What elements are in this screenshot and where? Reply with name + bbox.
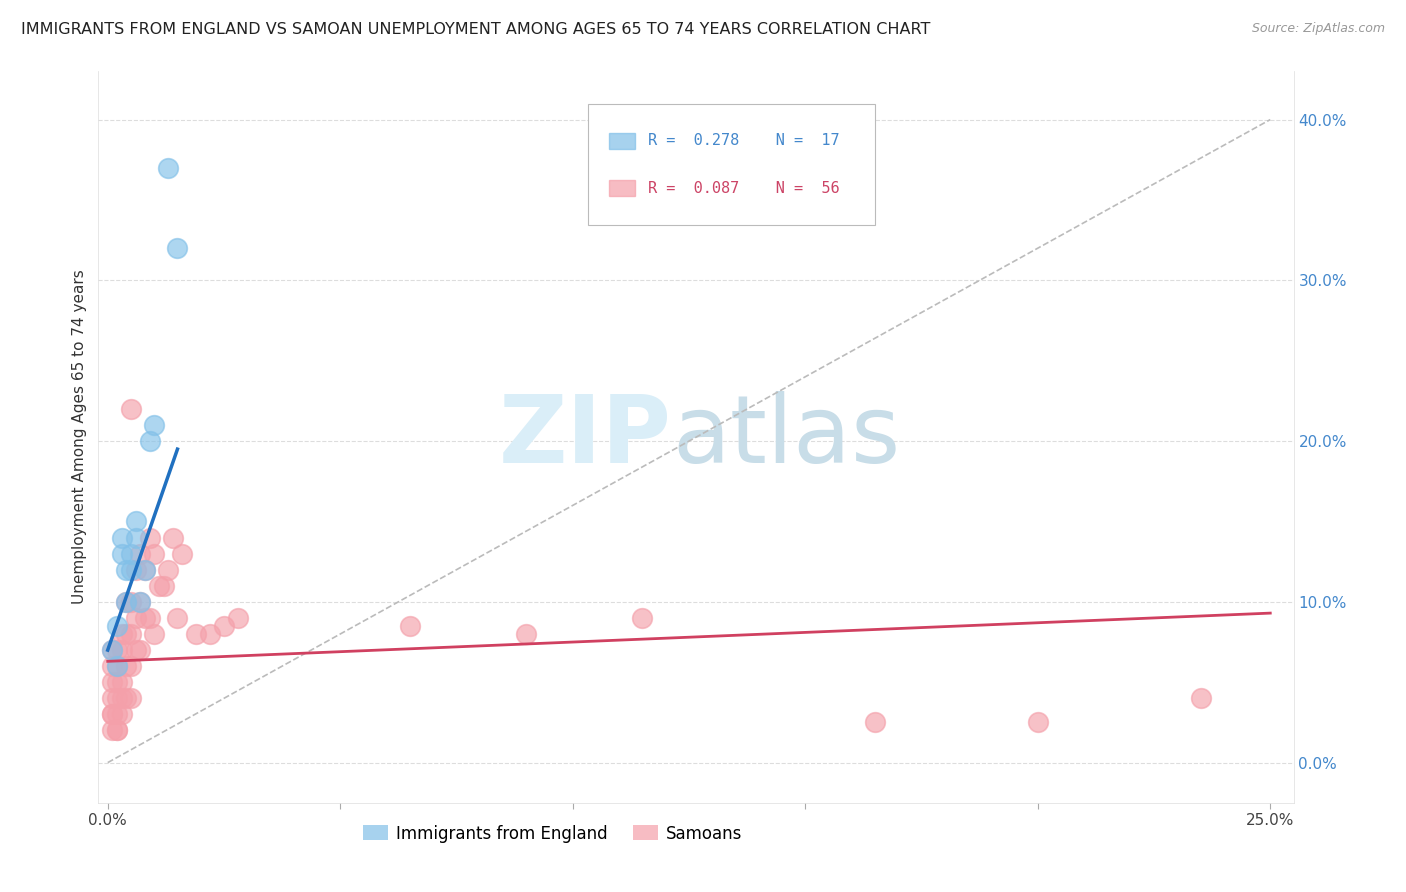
Point: [115, 659, 138, 673]
Point: [105, 723, 128, 738]
Point: [105, 675, 128, 690]
Point: [172, 547, 194, 561]
Point: [124, 531, 146, 545]
Point: [631, 611, 654, 625]
Point: [157, 161, 180, 175]
Y-axis label: Unemployment Among Ages 65 to 74 years: Unemployment Among Ages 65 to 74 years: [72, 269, 87, 605]
Point: [111, 547, 134, 561]
Point: [115, 595, 138, 609]
Point: [129, 595, 152, 609]
Point: [166, 241, 188, 255]
Point: [166, 611, 188, 625]
Point: [198, 627, 221, 641]
Point: [111, 627, 134, 641]
Point: [134, 611, 156, 625]
Point: [120, 547, 142, 561]
Point: [134, 563, 156, 577]
Point: [138, 434, 160, 449]
Text: atlas: atlas: [672, 391, 900, 483]
Text: R =  0.278    N =  17: R = 0.278 N = 17: [648, 133, 839, 148]
Point: [111, 691, 134, 706]
Point: [129, 547, 152, 561]
Point: [115, 691, 138, 706]
Point: [120, 595, 142, 609]
Point: [129, 595, 152, 609]
Point: [143, 417, 166, 432]
Point: [157, 563, 180, 577]
Point: [101, 723, 124, 738]
Point: [148, 579, 170, 593]
Point: [120, 401, 142, 416]
Text: Source: ZipAtlas.com: Source: ZipAtlas.com: [1251, 22, 1385, 36]
Point: [138, 531, 160, 545]
Point: [120, 563, 142, 577]
Point: [101, 707, 124, 722]
Point: [399, 619, 422, 633]
Point: [129, 643, 152, 657]
Point: [105, 643, 128, 657]
Text: ZIP: ZIP: [499, 391, 672, 483]
Point: [124, 643, 146, 657]
Point: [105, 619, 128, 633]
Point: [143, 627, 166, 641]
Text: IMMIGRANTS FROM ENGLAND VS SAMOAN UNEMPLOYMENT AMONG AGES 65 TO 74 YEARS CORRELA: IMMIGRANTS FROM ENGLAND VS SAMOAN UNEMPL…: [21, 22, 931, 37]
Point: [124, 611, 146, 625]
Point: [120, 627, 142, 641]
Point: [105, 723, 128, 738]
Point: [111, 643, 134, 657]
Point: [101, 643, 124, 657]
Point: [143, 547, 166, 561]
Point: [1189, 691, 1212, 706]
Bar: [609, 180, 636, 196]
Point: [105, 707, 128, 722]
Bar: [609, 133, 636, 149]
Point: [105, 659, 128, 673]
FancyBboxPatch shape: [589, 104, 876, 225]
Point: [115, 627, 138, 641]
Point: [101, 643, 124, 657]
Point: [162, 531, 184, 545]
Point: [105, 691, 128, 706]
Point: [134, 563, 156, 577]
Point: [863, 715, 886, 730]
Point: [111, 675, 134, 690]
Point: [124, 563, 146, 577]
Point: [101, 675, 124, 690]
Point: [152, 579, 174, 593]
Point: [1026, 715, 1049, 730]
Text: R =  0.087    N =  56: R = 0.087 N = 56: [648, 181, 839, 196]
Point: [124, 515, 146, 529]
Point: [101, 691, 124, 706]
Point: [120, 659, 142, 673]
Point: [111, 531, 134, 545]
Point: [120, 691, 142, 706]
Point: [101, 707, 124, 722]
Point: [515, 627, 537, 641]
Point: [101, 659, 124, 673]
Point: [226, 611, 249, 625]
Point: [115, 595, 138, 609]
Point: [111, 707, 134, 722]
Point: [115, 563, 138, 577]
Legend: Immigrants from England, Samoans: Immigrants from England, Samoans: [356, 818, 749, 849]
Point: [212, 619, 235, 633]
Point: [105, 659, 128, 673]
Point: [138, 611, 160, 625]
Point: [184, 627, 207, 641]
